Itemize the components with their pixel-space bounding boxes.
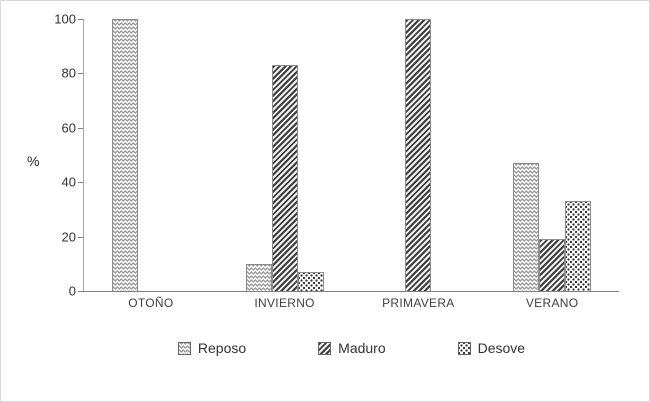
bar-group-invierno (218, 19, 352, 291)
bar-desove-verano (565, 201, 592, 291)
y-axis: 100 80 60 40 20 0 (47, 12, 83, 299)
y-tick-label: 60 (61, 120, 76, 136)
x-axis: OTOÑO INVIERNO PRIMAVERA VERANO (25, 296, 619, 310)
bar-reposo-invierno (245, 264, 272, 291)
legend-item-maduro: Maduro (318, 340, 386, 356)
bar-group-primavera (352, 19, 486, 291)
bar-reposo-otono (111, 19, 138, 291)
x-axis-labels: OTOÑO INVIERNO PRIMAVERA VERANO (84, 296, 619, 310)
legend-swatch-zigzag-light (177, 341, 191, 355)
legend-label: Desove (477, 340, 526, 356)
x-axis-label-invierno: INVIERNO (254, 296, 315, 310)
y-axis-title-container: % (25, 19, 47, 292)
y-tick-mark (78, 73, 83, 75)
bar-group-verano (485, 19, 619, 291)
y-tick-label: 20 (61, 229, 76, 245)
y-tick-mark (78, 127, 83, 129)
y-tick-label: 100 (54, 11, 76, 27)
legend-swatch-diagonal-hatch-dark (318, 341, 332, 355)
legend-label: Reposo (197, 340, 247, 356)
legend-label: Maduro (338, 340, 386, 356)
legend-item-desove: Desove (457, 340, 526, 356)
x-axis-label-primavera: PRIMAVERA (382, 296, 455, 310)
x-axis-label-otono: OTOÑO (128, 296, 174, 310)
bar-maduro-verano (539, 239, 566, 291)
legend-item-reposo: Reposo (177, 340, 247, 356)
bar-group-otono (84, 19, 218, 291)
legend: Reposo Maduro Desove (84, 340, 619, 356)
x-axis-label-verano: VERANO (525, 296, 579, 310)
bar-maduro-primavera (405, 19, 432, 291)
legend-swatch-dots (457, 341, 471, 355)
y-tick-mark (78, 182, 83, 184)
chart-row: % 100 80 60 40 20 0 (25, 12, 619, 299)
y-tick-mark (78, 19, 83, 20)
plot-area (78, 19, 619, 292)
y-tick-mark (78, 291, 83, 292)
y-tick-mark (78, 236, 83, 238)
bar-maduro-invierno (271, 65, 298, 291)
bar-reposo-verano (513, 163, 540, 291)
y-axis-title: % (27, 153, 40, 169)
y-tick-label: 80 (61, 65, 76, 81)
y-tick-label: 40 (61, 174, 76, 190)
y-tick-label: 0 (68, 283, 76, 299)
bar-desove-invierno (297, 272, 324, 291)
